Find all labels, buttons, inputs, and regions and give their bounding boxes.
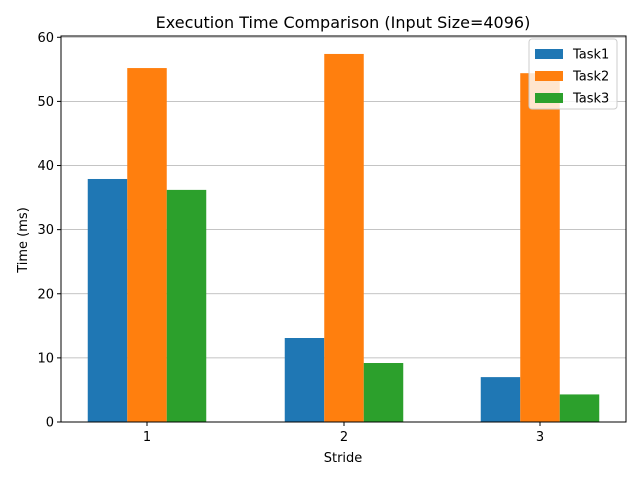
y-tick-label: 50 [37, 95, 54, 110]
x-axis-label: Stride [324, 451, 363, 466]
bars [87, 53, 600, 423]
legend-swatch-task1 [535, 49, 563, 59]
x-tick-label: 3 [536, 430, 544, 445]
y-tick-label: 40 [37, 159, 54, 174]
y-tick-label: 30 [37, 223, 54, 238]
legend-label-task3: Task3 [572, 92, 609, 107]
bar-task1-stride-3 [480, 377, 521, 422]
y-tick-label: 60 [37, 31, 54, 46]
legend-label-task2: Task2 [572, 70, 609, 85]
legend: Task1 Task2 Task3 [528, 38, 618, 110]
y-tick-label: 20 [37, 287, 54, 302]
bar-task2-stride-3 [520, 73, 560, 423]
bar-task3-stride-1 [166, 189, 207, 422]
y-tick-label: 0 [46, 416, 54, 431]
bar-task3-stride-2 [363, 363, 404, 422]
bar-task2-stride-2 [324, 53, 364, 422]
bar-task1-stride-2 [284, 338, 325, 422]
bar-task2-stride-1 [127, 68, 167, 422]
chart-title: Execution Time Comparison (Input Size=40… [156, 13, 531, 32]
legend-label-task1: Task1 [572, 48, 609, 63]
bar-task3-stride-3 [559, 394, 600, 422]
y-axis-ticks: 0 10 20 30 40 50 60 [37, 31, 61, 431]
x-tick-label: 1 [143, 430, 151, 445]
y-axis-label: Time (ms) [16, 207, 31, 274]
x-axis-ticks: 1 2 3 [143, 422, 544, 445]
y-tick-label: 10 [37, 351, 54, 366]
x-tick-label: 2 [340, 430, 348, 445]
legend-swatch-task3 [535, 93, 563, 103]
legend-swatch-task2 [535, 71, 563, 81]
bar-task1-stride-1 [87, 178, 128, 422]
